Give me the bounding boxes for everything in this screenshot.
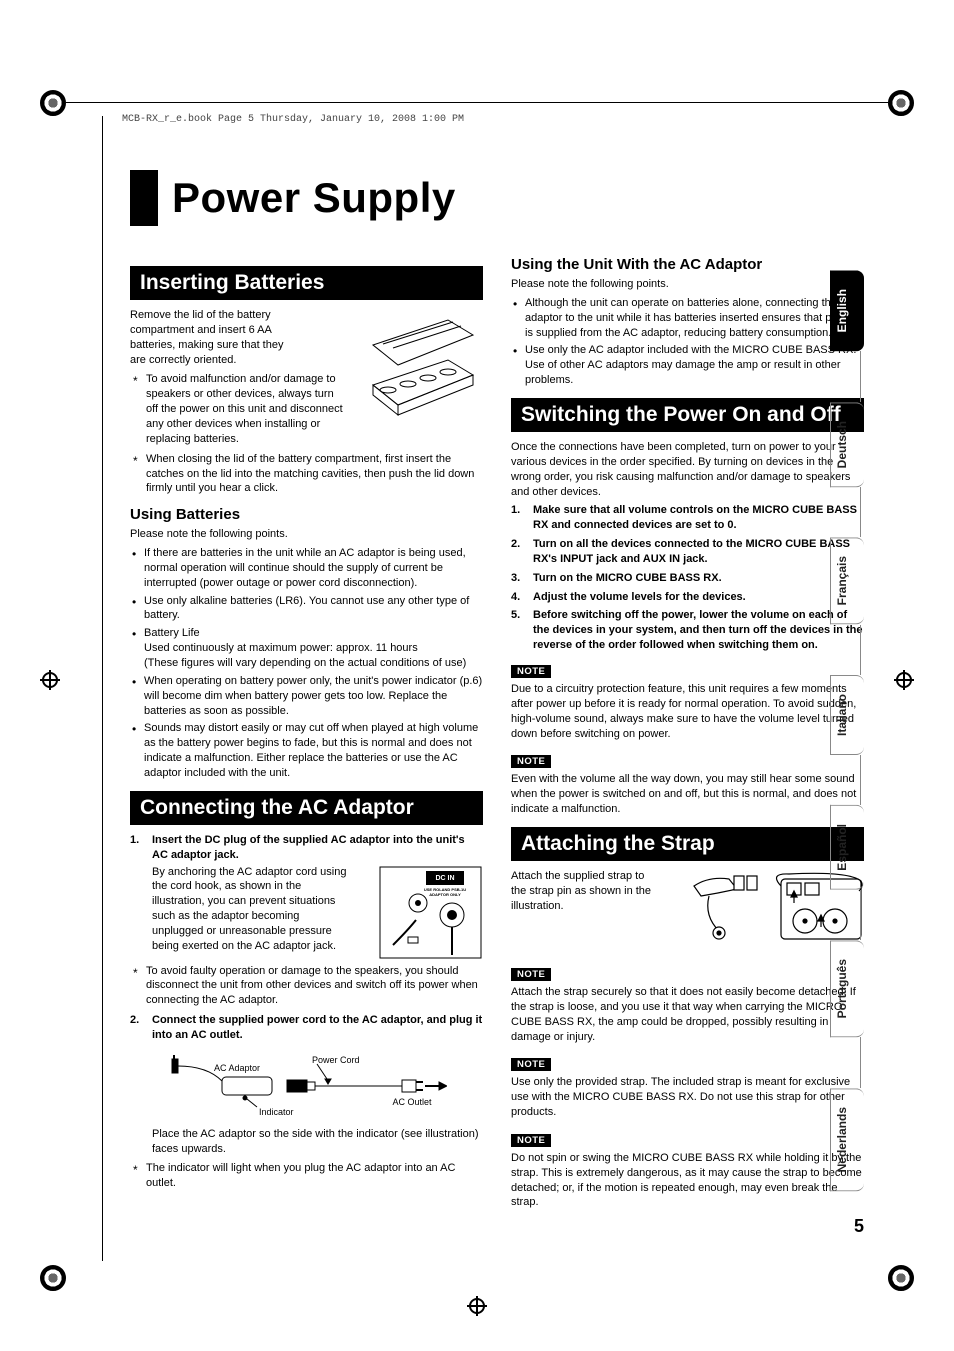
using-ac-bullet: Although the unit can operate on batteri… bbox=[511, 296, 864, 341]
note-badge: NOTE bbox=[511, 665, 551, 678]
using-batteries-bullet: Use only alkaline batteries (LR6). You c… bbox=[130, 594, 483, 624]
svg-text:AC Adaptor: AC Adaptor bbox=[213, 1063, 259, 1073]
switching-step: Make sure that all volume controls on th… bbox=[511, 503, 864, 533]
lang-tab-portugues[interactable]: Português bbox=[830, 940, 864, 1037]
section-heading-inserting-batteries: Inserting Batteries bbox=[130, 266, 483, 300]
lang-tab-francais[interactable]: Français bbox=[830, 537, 864, 624]
page-title: Power Supply bbox=[172, 174, 456, 222]
connecting-star-note: To avoid faulty operation or damage to t… bbox=[130, 964, 483, 1009]
inserting-note-1: To avoid malfunction and/or damage to sp… bbox=[130, 372, 483, 446]
inserting-note-2: When closing the lid of the battery comp… bbox=[130, 452, 483, 497]
right-column: Using the Unit With the AC Adaptor Pleas… bbox=[511, 256, 864, 1216]
crop-mark-icon bbox=[888, 1265, 914, 1291]
registration-mark-icon bbox=[467, 1296, 487, 1316]
svg-text:DC IN: DC IN bbox=[435, 875, 454, 882]
note-badge: NOTE bbox=[511, 755, 551, 768]
section-heading-connecting-ac: Connecting the AC Adaptor bbox=[130, 791, 483, 825]
switching-step: Adjust the volume levels for the devices… bbox=[511, 590, 864, 605]
svg-text:Power Cord: Power Cord bbox=[312, 1055, 360, 1065]
lang-tab-english[interactable]: English bbox=[830, 270, 864, 351]
title-ornament bbox=[130, 170, 158, 226]
subheading-using-ac-adaptor: Using the Unit With the AC Adaptor bbox=[511, 256, 864, 273]
strap-note-3: Do not spin or swing the MICRO CUBE BASS… bbox=[511, 1151, 864, 1210]
subheading-using-batteries: Using Batteries bbox=[130, 506, 483, 523]
using-batteries-bullet: When operating on battery power only, th… bbox=[130, 674, 483, 719]
connecting-step-1: Insert the DC plug of the supplied AC ad… bbox=[130, 833, 483, 954]
using-batteries-intro: Please note the following points. bbox=[130, 527, 483, 542]
switching-step: Turn on the MICRO CUBE BASS RX. bbox=[511, 571, 864, 586]
registration-mark-icon bbox=[894, 670, 914, 690]
lang-tab-deutsch[interactable]: Deutsch bbox=[830, 402, 864, 487]
connecting-indicator-note: The indicator will light when you plug t… bbox=[130, 1161, 483, 1191]
connecting-after-diagram: Place the AC adaptor so the side with th… bbox=[130, 1127, 483, 1157]
connecting-step-2: Connect the supplied power cord to the A… bbox=[130, 1013, 483, 1043]
switching-note-2: Even with the volume all the way down, y… bbox=[511, 772, 864, 817]
strap-note-2: Use only the provided strap. The include… bbox=[511, 1075, 864, 1120]
pdf-header-line: MCB-RX_r_e.book Page 5 Thursday, January… bbox=[118, 114, 468, 125]
section-heading-attaching-strap: Attaching the Strap bbox=[511, 827, 864, 861]
switching-intro: Once the connections have been completed… bbox=[511, 440, 864, 499]
using-ac-bullet: Use only the AC adaptor included with th… bbox=[511, 343, 864, 388]
note-badge: NOTE bbox=[511, 968, 551, 981]
svg-text:AC Outlet: AC Outlet bbox=[392, 1097, 432, 1107]
svg-text:ADAPTOR ONLY: ADAPTOR ONLY bbox=[429, 892, 461, 897]
using-ac-intro: Please note the following points. bbox=[511, 277, 864, 292]
switching-step: Before switching off the power, lower th… bbox=[511, 608, 864, 653]
using-batteries-bullet: Battery Life Used continuously at maximu… bbox=[130, 626, 483, 671]
crop-mark-icon bbox=[40, 90, 66, 116]
dc-jack-illustration: DC IN USE ROLAND PSB-1U ADAPTOR ONLY bbox=[378, 865, 483, 960]
lang-tab-italiano[interactable]: Italiano bbox=[830, 675, 864, 755]
switching-step: Turn on all the devices connected to the… bbox=[511, 537, 864, 567]
registration-mark-icon bbox=[40, 670, 60, 690]
crop-guide-line bbox=[66, 102, 888, 103]
inserting-intro: Remove the lid of the battery compartmen… bbox=[130, 308, 295, 367]
left-column: Inserting Batteries Remove the lid of th… bbox=[130, 256, 483, 1216]
language-tabs: English Deutsch Français Italiano Españo… bbox=[830, 270, 864, 1191]
using-batteries-bullet: Sounds may distort easily or may cut off… bbox=[130, 721, 483, 780]
lang-tab-espanol[interactable]: Español bbox=[830, 805, 864, 890]
switching-note-1: Due to a circuitry protection feature, t… bbox=[511, 682, 864, 741]
section-heading-switching-power: Switching the Power On and Off bbox=[511, 398, 864, 432]
strap-note-1: Attach the strap securely so that it doe… bbox=[511, 985, 864, 1044]
note-badge: NOTE bbox=[511, 1134, 551, 1147]
crop-guide-line bbox=[102, 116, 103, 1261]
using-batteries-bullet: If there are batteries in the unit while… bbox=[130, 546, 483, 591]
crop-mark-icon bbox=[40, 1265, 66, 1291]
page-number: 5 bbox=[854, 1216, 864, 1237]
note-badge: NOTE bbox=[511, 1058, 551, 1071]
svg-text:Indicator: Indicator bbox=[259, 1107, 294, 1117]
lang-tab-nederlands[interactable]: Nederlands bbox=[830, 1088, 864, 1191]
crop-mark-icon bbox=[888, 90, 914, 116]
strap-intro: Attach the supplied strap to the strap p… bbox=[511, 869, 661, 914]
ac-adaptor-diagram: AC Adaptor Power Cord Indicator AC Outle… bbox=[130, 1049, 483, 1124]
